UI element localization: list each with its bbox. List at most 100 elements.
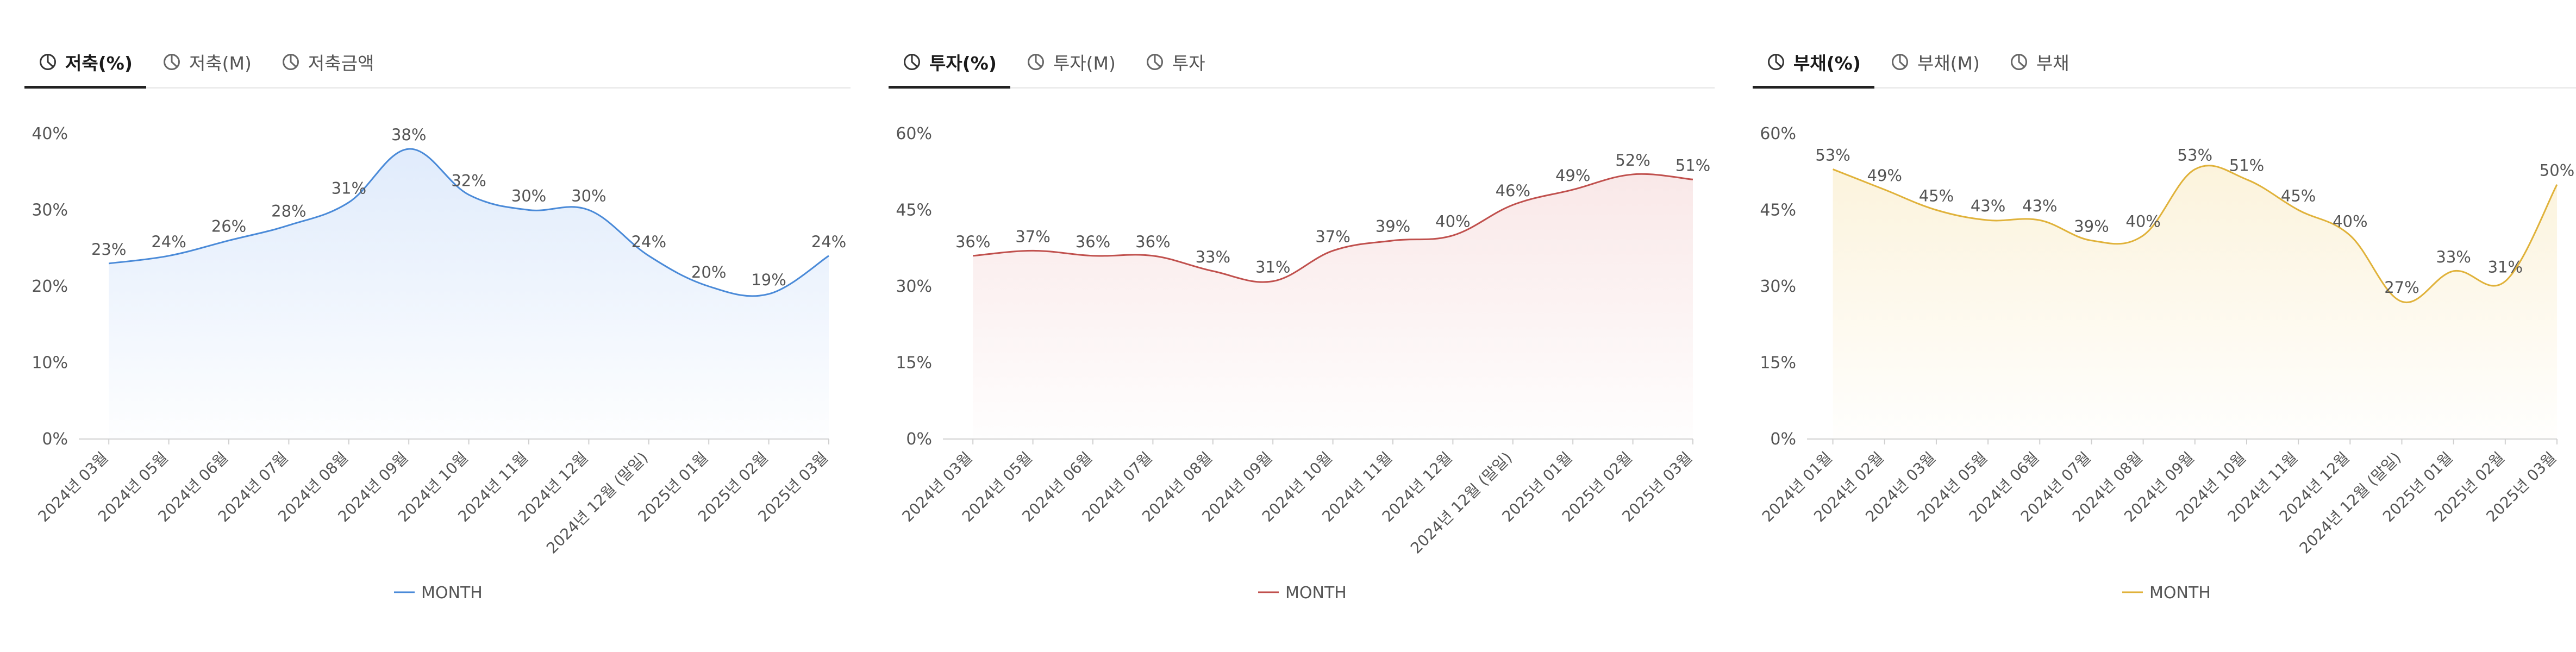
- legend-label: MONTH: [1285, 584, 1347, 603]
- pie-chart-icon: [282, 53, 299, 70]
- data-label: 49%: [1555, 166, 1590, 185]
- data-label: 53%: [1815, 146, 1850, 165]
- y-tick-label: 45%: [1760, 201, 1796, 220]
- y-tick-label: 0%: [1770, 430, 1796, 449]
- series-line: [109, 148, 829, 297]
- data-label: 45%: [2281, 187, 2316, 205]
- data-label: 39%: [2074, 217, 2109, 236]
- data-label: 31%: [2488, 258, 2523, 277]
- legend-label: MONTH: [2149, 584, 2211, 603]
- pie-chart-icon: [2010, 53, 2027, 70]
- y-tick-label: 30%: [896, 277, 932, 296]
- savings-chart: 0% 10% 20% 30% 40% 23% 24% 26% 28% 31% 38% 32% 30% 30…: [32, 124, 846, 603]
- data-label: 31%: [1255, 258, 1290, 277]
- x-tick-label: 2024년 12월 (말일): [1407, 449, 1516, 557]
- pie-chart-icon: [1027, 53, 1044, 70]
- series-line: [973, 173, 1693, 283]
- panel-savings: 저축(%) 저축(M) 저축금액 0% 10% 20% 30% 40% 23% 24% 26%…: [24, 0, 851, 652]
- data-label: 43%: [2022, 197, 2057, 215]
- data-label: 32%: [451, 171, 486, 190]
- tab-label: 투자(%): [929, 53, 997, 74]
- y-tick-label: 40%: [32, 124, 68, 143]
- pie-chart-icon: [1891, 53, 1908, 70]
- tab-label: 부채(%): [1793, 53, 1861, 74]
- debt-chart: 0% 15% 30% 45% 60% 53% 49% 45% 43% 43% 39% 40% 53% 51…: [1759, 124, 2574, 603]
- tab-label: 저축(M): [189, 52, 252, 74]
- y-tick-label: 45%: [896, 201, 932, 220]
- tab-label: 부채: [2036, 52, 2069, 74]
- data-label: 28%: [271, 202, 306, 221]
- series-area: [109, 149, 829, 439]
- tab-label: 저축금액: [308, 52, 374, 74]
- investment-chart: 0% 15% 30% 45% 60% 36% 37% 36% 36% 33% 31% 37% 39% 40…: [896, 124, 1710, 603]
- tab-savings-m[interactable]: 저축(M): [148, 38, 265, 85]
- pie-chart-icon: [1146, 53, 1163, 70]
- y-tick-label: 10%: [32, 354, 68, 373]
- series-area: [1833, 165, 2557, 439]
- data-label: 51%: [2229, 156, 2264, 174]
- data-label: 33%: [2436, 248, 2471, 266]
- data-label: 45%: [1919, 187, 1954, 205]
- tab-investment-m[interactable]: 투자(M): [1012, 38, 1129, 85]
- x-tick-label: 2024년 12월 (말일): [2296, 449, 2405, 557]
- data-label: 30%: [511, 187, 546, 205]
- series-line: [1833, 165, 2558, 304]
- data-label: 53%: [2178, 146, 2212, 165]
- data-label: 38%: [391, 126, 426, 144]
- data-label: 39%: [1375, 217, 1410, 236]
- tab-label: 투자(M): [1053, 52, 1116, 74]
- tab-investment[interactable]: 투자: [1131, 38, 1219, 85]
- data-label: 26%: [211, 217, 246, 236]
- y-tick-label: 60%: [896, 124, 932, 143]
- data-label: 19%: [751, 271, 786, 289]
- data-label: 27%: [2384, 278, 2419, 297]
- data-label: 52%: [1615, 151, 1650, 170]
- data-label: 24%: [811, 233, 846, 251]
- y-tick-label: 60%: [1760, 124, 1796, 143]
- panel-investment: 투자(%) 투자(M) 투자 0% 15% 30% 45% 60% 36% 37% 36% 36…: [889, 0, 1715, 652]
- tab-investment-pct[interactable]: 투자(%): [889, 38, 1010, 89]
- series-area: [973, 174, 1693, 439]
- data-label: 31%: [332, 179, 366, 197]
- tab-label: 저축(%): [65, 53, 133, 74]
- data-label: 40%: [2125, 212, 2160, 230]
- tab-debt-pct[interactable]: 부채(%): [1753, 38, 1874, 89]
- data-label: 36%: [955, 233, 990, 251]
- data-label: 49%: [1867, 166, 1902, 185]
- pie-chart-icon: [40, 54, 56, 70]
- y-tick-label: 20%: [32, 277, 68, 296]
- tab-bar: 저축(%) 저축(M) 저축금액: [24, 38, 851, 89]
- data-label: 43%: [1971, 197, 2005, 215]
- pie-chart-icon: [163, 53, 180, 70]
- tab-savings-pct[interactable]: 저축(%): [24, 38, 146, 89]
- y-tick-label: 30%: [32, 201, 68, 220]
- tab-debt[interactable]: 부채: [1996, 38, 2083, 85]
- tab-label: 부채(M): [1917, 52, 1980, 74]
- y-tick-label: 0%: [906, 430, 932, 449]
- data-label: 40%: [2333, 212, 2367, 230]
- y-tick-label: 0%: [42, 430, 68, 449]
- pie-chart-icon: [1768, 54, 1784, 70]
- y-tick-label: 15%: [896, 354, 932, 373]
- legend-label: MONTH: [421, 584, 483, 603]
- tab-savings-amount[interactable]: 저축금액: [267, 38, 387, 85]
- data-label: 51%: [1675, 156, 1710, 174]
- data-label: 46%: [1496, 181, 1530, 200]
- data-label: 30%: [571, 187, 606, 205]
- data-label: 23%: [91, 240, 126, 259]
- data-label: 36%: [1076, 233, 1110, 251]
- data-label: 36%: [1135, 233, 1170, 251]
- data-label: 40%: [1435, 212, 1470, 230]
- tab-bar: 투자(%) 투자(M) 투자: [889, 38, 1715, 89]
- tab-label: 투자: [1172, 52, 1205, 74]
- y-tick-label: 15%: [1760, 354, 1796, 373]
- tab-debt-m[interactable]: 부채(M): [1877, 38, 1993, 85]
- y-tick-label: 30%: [1760, 277, 1796, 296]
- tab-bar: 부채(%) 부채(M) 부채: [1753, 38, 2576, 89]
- pie-chart-icon: [904, 54, 920, 70]
- data-label: 20%: [691, 263, 726, 281]
- x-tick-label: 2024년 12월 (말일): [543, 449, 652, 557]
- data-label: 33%: [1196, 248, 1230, 266]
- data-label: 50%: [2540, 161, 2574, 180]
- data-label: 37%: [1315, 227, 1350, 246]
